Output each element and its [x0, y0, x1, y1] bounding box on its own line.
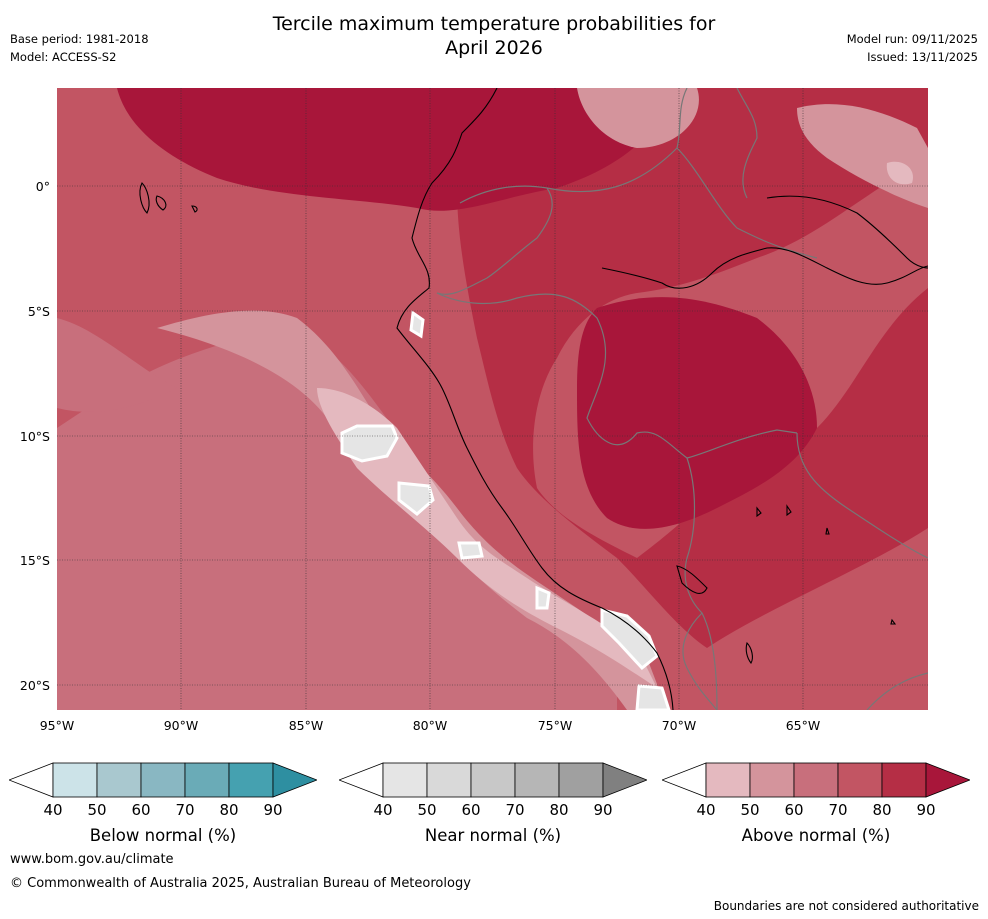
colorbar-tick-label: 60	[784, 801, 803, 819]
lat-label-20s: 20°S	[19, 678, 50, 693]
lat-label-5s: 5°S	[27, 304, 50, 319]
colorbar-segment	[470, 762, 516, 798]
title-line-2: April 2026	[445, 37, 543, 59]
field-north-lighter	[577, 88, 699, 148]
lon-label-70w: 70°W	[661, 718, 697, 733]
field-north-90	[117, 88, 677, 211]
colorbar-segment	[705, 762, 751, 798]
colorbar-tick-label: 90	[263, 801, 282, 819]
colorbar-tick-label: 70	[828, 801, 847, 819]
colorbar-tick-label: 50	[740, 801, 759, 819]
website-link[interactable]: www.bom.gov.au/climate	[10, 852, 174, 867]
colorbar-tick-label: 90	[916, 801, 935, 819]
near-normal-patch-4	[535, 585, 551, 610]
base-period-text: Base period: 1981-2018	[10, 32, 149, 46]
field-ocean-60-70b	[57, 318, 177, 412]
field-land-80-90	[457, 88, 928, 648]
field-ne-white	[886, 161, 913, 185]
colorbar-near-title: Near normal (%)	[424, 826, 562, 845]
near-normal-patch-6	[635, 684, 671, 710]
lon-label-85w: 85°W	[288, 718, 324, 733]
lon-label-80w: 80°W	[412, 718, 448, 733]
colorbar-above-svg: 40 50 60 70 80 90	[660, 762, 972, 819]
probability-map	[57, 88, 928, 710]
colorbar-segment	[228, 762, 274, 798]
colorbar-extend-high	[602, 762, 649, 798]
field-ocean-60-70	[57, 328, 617, 710]
colorbar-extend-low	[7, 762, 54, 798]
issued-text: Issued: 13/11/2025	[867, 50, 978, 64]
colorbar-tick-label: 70	[175, 801, 194, 819]
colorbar-tick-label: 60	[461, 801, 480, 819]
colorbar-extend-low	[337, 762, 384, 798]
lat-label-15s: 15°S	[19, 553, 50, 568]
country-borders	[436, 88, 928, 710]
colorbar-tick-label: 40	[696, 801, 715, 819]
colorbar-tick-label: 50	[417, 801, 436, 819]
colorbar-tick-label: 70	[505, 801, 524, 819]
copyright-text: © Commonwealth of Australia 2025, Austra…	[10, 876, 471, 891]
colorbar-segment	[837, 762, 883, 798]
colorbar-tick-label: 60	[131, 801, 150, 819]
colorbar-tick-label: 40	[43, 801, 62, 819]
colorbar-segment	[558, 762, 604, 798]
graticule	[57, 88, 928, 710]
colorbar-tick-label: 80	[549, 801, 568, 819]
colorbar-segment	[426, 762, 472, 798]
colorbar-segment	[184, 762, 230, 798]
colorbar-above: 40 50 60 70 80 90	[660, 762, 972, 862]
colorbar-tick-label: 80	[219, 801, 238, 819]
colorbar-extend-high	[272, 762, 319, 798]
colorbar-near: 40 50 60 70 80 90	[337, 762, 649, 862]
lat-label-10s: 10°S	[19, 429, 50, 444]
colorbar-tick-label: 40	[373, 801, 392, 819]
disclaimer-text: Boundaries are not considered authoritat…	[713, 899, 979, 913]
meta-left: Base period: 1981-2018 Model: ACCESS-S2	[10, 30, 149, 66]
near-normal-patch-5	[600, 608, 659, 671]
model-text: Model: ACCESS-S2	[10, 50, 117, 64]
colorbar-segment	[382, 762, 428, 798]
lon-label-95w: 95°W	[39, 718, 75, 733]
near-normal-patch-1	[340, 424, 399, 463]
lat-label-0: 0°	[35, 179, 50, 194]
field-ne-lighter	[797, 104, 928, 208]
near-normal-patch-2	[397, 481, 435, 516]
lon-label-65w: 65°W	[785, 718, 821, 733]
colorbar-segment	[140, 762, 186, 798]
lon-label-90w: 90°W	[163, 718, 199, 733]
colorbar-extend-high	[925, 762, 972, 798]
colorbar-segment	[749, 762, 795, 798]
coastlines	[139, 88, 928, 710]
colorbar-tick-label: 50	[87, 801, 106, 819]
colorbar-tick-label: 90	[593, 801, 612, 819]
colorbar-extend-low	[660, 762, 707, 798]
colorbar-below-svg: 40 50 60 70 80 90	[7, 762, 319, 819]
colorbar-below: 40 50 60 70 80 90	[7, 762, 319, 862]
colorbar-segment	[881, 762, 927, 798]
near-normal-patch-7	[409, 310, 425, 339]
meta-right: Model run: 09/11/2025 Issued: 13/11/2025	[847, 30, 978, 66]
field-amazon-90	[577, 297, 817, 529]
field-coast-40-50	[317, 388, 657, 688]
model-run-text: Model run: 09/11/2025	[846, 32, 978, 46]
colorbar-segment	[96, 762, 142, 798]
colorbar-segment	[793, 762, 839, 798]
near-normal-patch-3	[457, 541, 484, 560]
colorbar-tick-label: 80	[872, 801, 891, 819]
colorbar-segment	[514, 762, 560, 798]
title-line-1: Tercile maximum temperature probabilitie…	[272, 13, 716, 35]
colorbar-below-title: Below normal (%)	[89, 826, 237, 845]
colorbar-segment	[52, 762, 98, 798]
colorbar-above-title: Above normal (%)	[741, 826, 891, 845]
lon-label-75w: 75°W	[537, 718, 573, 733]
colorbar-near-svg: 40 50 60 70 80 90	[337, 762, 649, 819]
chart-title: Tercile maximum temperature probabilitie…	[0, 12, 988, 60]
